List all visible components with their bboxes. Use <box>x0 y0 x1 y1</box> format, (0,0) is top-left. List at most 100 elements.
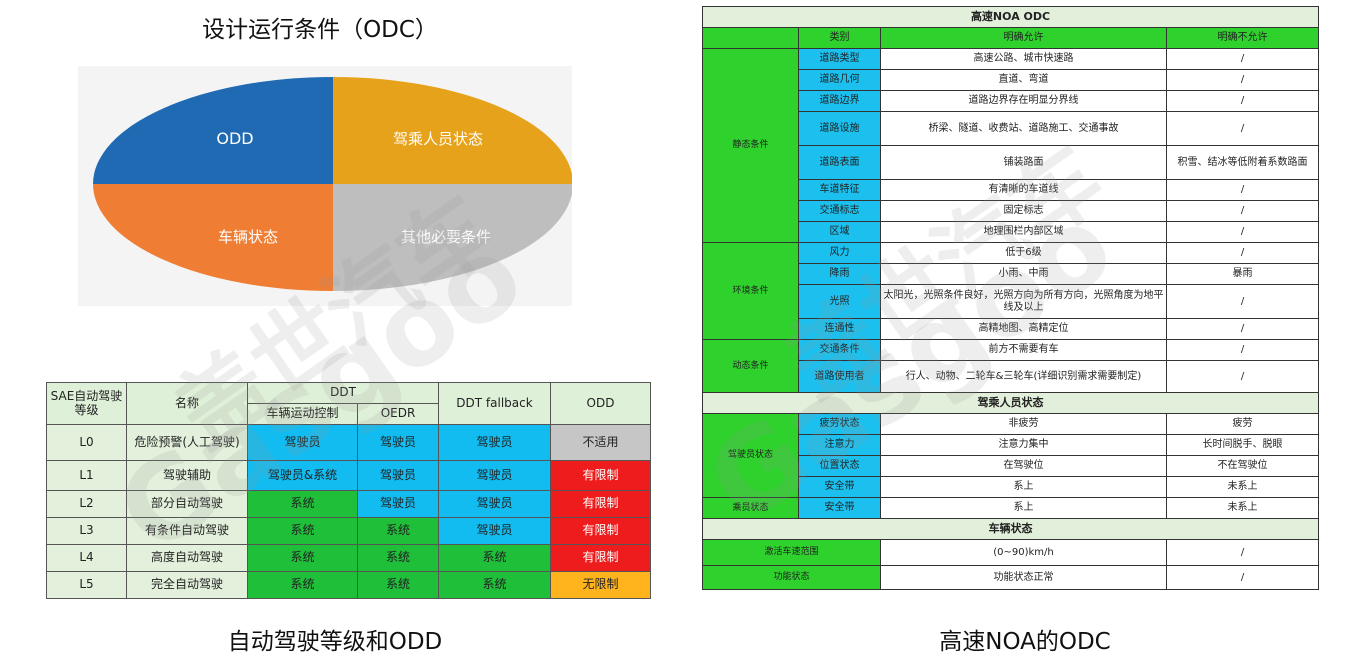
row-oedr: 系统 <box>357 544 439 572</box>
header-name: 名称 <box>126 382 248 425</box>
row-odd: 有限制 <box>550 490 651 518</box>
group-static: 静态条件 <box>702 48 799 243</box>
header-odd: ODD <box>550 382 651 425</box>
row-allow: 铺装路面 <box>880 145 1167 180</box>
row-type: 安全带 <box>798 476 881 498</box>
group-passenger: 乘员状态 <box>702 497 799 519</box>
right-caption: 高速NOA的ODC <box>939 629 1111 655</box>
row-allow: 地理围栏内部区域 <box>880 221 1167 243</box>
row-allow: 低于6级 <box>880 242 1167 264</box>
row-name: 高度自动驾驶 <box>126 544 248 572</box>
row-deny: / <box>1165 565 1320 590</box>
row-allow: 功能状态正常 <box>880 565 1167 590</box>
row-name: 危险预警(人工驾驶) <box>126 424 248 461</box>
row-oedr: 系统 <box>357 571 439 599</box>
row-type: 道路类型 <box>798 48 881 70</box>
row-allow: 非疲劳 <box>880 413 1167 435</box>
row-allow: 在驾驶位 <box>880 455 1167 477</box>
row-level: L2 <box>46 490 127 518</box>
row-oedr: 驾驶员 <box>357 424 439 461</box>
row-deny: / <box>1165 200 1320 222</box>
header-fallback: DDT fallback <box>438 382 551 425</box>
odc-ellipse-diagram: ODD 驾乘人员状态 车辆状态 其他必要条件 <box>78 66 572 306</box>
header-deny: 明确不允许 <box>1165 27 1320 49</box>
row-type: 区域 <box>798 221 881 243</box>
row-allow: 高速公路、城市快速路 <box>880 48 1167 70</box>
row-type: 疲劳状态 <box>798 413 881 435</box>
group-environment: 环境条件 <box>702 242 799 340</box>
row-type: 道路设施 <box>798 111 881 146</box>
row-type: 道路使用者 <box>798 360 881 393</box>
row-deny: 积雪、结冰等低附着系数路面 <box>1165 145 1320 180</box>
row-fallback: 系统 <box>438 571 551 599</box>
odc-title: 设计运行条件（ODC） <box>202 17 438 43</box>
row-deny: / <box>1165 539 1320 566</box>
group-driver: 驾驶员状态 <box>702 413 799 498</box>
row-deny: / <box>1165 339 1320 361</box>
section-driver: 驾乘人员状态 <box>701 392 1320 414</box>
row-type: 光照 <box>798 284 881 319</box>
row-motion: 系统 <box>247 490 358 518</box>
row-deny: 未系上 <box>1165 497 1320 519</box>
row-deny: / <box>1165 111 1320 146</box>
row-fallback: 系统 <box>438 544 551 572</box>
row-level: L5 <box>46 571 127 599</box>
row-type: 位置状态 <box>798 455 881 477</box>
row-allow: 小雨、中雨 <box>880 263 1167 285</box>
row-fallback: 驾驶员 <box>438 460 551 491</box>
noa-table-title: 高速NOA ODC <box>701 6 1320 28</box>
row-type: 连通性 <box>798 318 881 340</box>
row-type: 降雨 <box>798 263 881 285</box>
row-allow: 系上 <box>880 476 1167 498</box>
row-deny: 暴雨 <box>1165 263 1320 285</box>
row-level: L3 <box>46 517 127 545</box>
row-allow: 桥梁、隧道、收费站、道路施工、交通事故 <box>880 111 1167 146</box>
row-allow: 有清晰的车道线 <box>880 179 1167 201</box>
row-oedr: 系统 <box>357 517 439 545</box>
row-allow: 行人、动物、二轮车&三轮车(详细识别需求需要制定) <box>880 360 1167 393</box>
row-name: 部分自动驾驶 <box>126 490 248 518</box>
row-type: 交通标志 <box>798 200 881 222</box>
sae-levels-table: SAE自动驾驶等级 名称 DDT DDT fallback ODD 车辆运动控制… <box>46 382 651 599</box>
slice-label-driver: 驾乘人员状态 <box>393 130 483 148</box>
row-allow: 固定标志 <box>880 200 1167 222</box>
row-type: 车道特征 <box>798 179 881 201</box>
row-level: L0 <box>46 424 127 461</box>
row-allow: 道路边界存在明显分界线 <box>880 90 1167 112</box>
row-motion: 系统 <box>247 517 358 545</box>
row-deny: / <box>1165 284 1320 319</box>
row-type: 交通条件 <box>798 339 881 361</box>
row-type: 道路表面 <box>798 145 881 180</box>
row-allow: 注意力集中 <box>880 434 1167 456</box>
header-type: 类别 <box>798 27 881 49</box>
row-fallback: 驾驶员 <box>438 424 551 461</box>
row-odd: 有限制 <box>550 460 651 491</box>
row-deny: / <box>1165 48 1320 70</box>
row-type: 激活车速范围 <box>702 539 881 566</box>
left-caption: 自动驾驶等级和ODD <box>227 629 443 655</box>
slice-label-odd: ODD <box>216 129 253 148</box>
row-motion: 驾驶员 <box>247 424 358 461</box>
noa-odc-table: 高速NOA ODC 类别 明确允许 明确不允许 静态条件 道路类型 高速公路、城… <box>701 6 1320 590</box>
row-allow: 太阳光，光照条件良好，光照方向为所有方向，光照角度为地平线及以上 <box>880 284 1167 319</box>
row-deny: / <box>1165 221 1320 243</box>
row-allow: 前方不需要有车 <box>880 339 1167 361</box>
row-deny: / <box>1165 179 1320 201</box>
section-vehicle: 车辆状态 <box>701 518 1320 540</box>
header-motion: 车辆运动控制 <box>247 403 358 425</box>
row-type: 注意力 <box>798 434 881 456</box>
row-odd: 不适用 <box>550 424 651 461</box>
row-level: L4 <box>46 544 127 572</box>
row-level: L1 <box>46 460 127 491</box>
header-ddt: DDT <box>247 382 439 404</box>
row-deny: / <box>1165 90 1320 112</box>
row-oedr: 驾驶员 <box>357 460 439 491</box>
row-deny: / <box>1165 69 1320 91</box>
row-deny: 长时间脱手、脱眼 <box>1165 434 1320 456</box>
header-blank <box>702 27 799 49</box>
row-odd: 有限制 <box>550 517 651 545</box>
row-deny: 未系上 <box>1165 476 1320 498</box>
row-odd: 有限制 <box>550 544 651 572</box>
row-motion: 驾驶员&系统 <box>247 460 358 491</box>
row-motion: 系统 <box>247 571 358 599</box>
